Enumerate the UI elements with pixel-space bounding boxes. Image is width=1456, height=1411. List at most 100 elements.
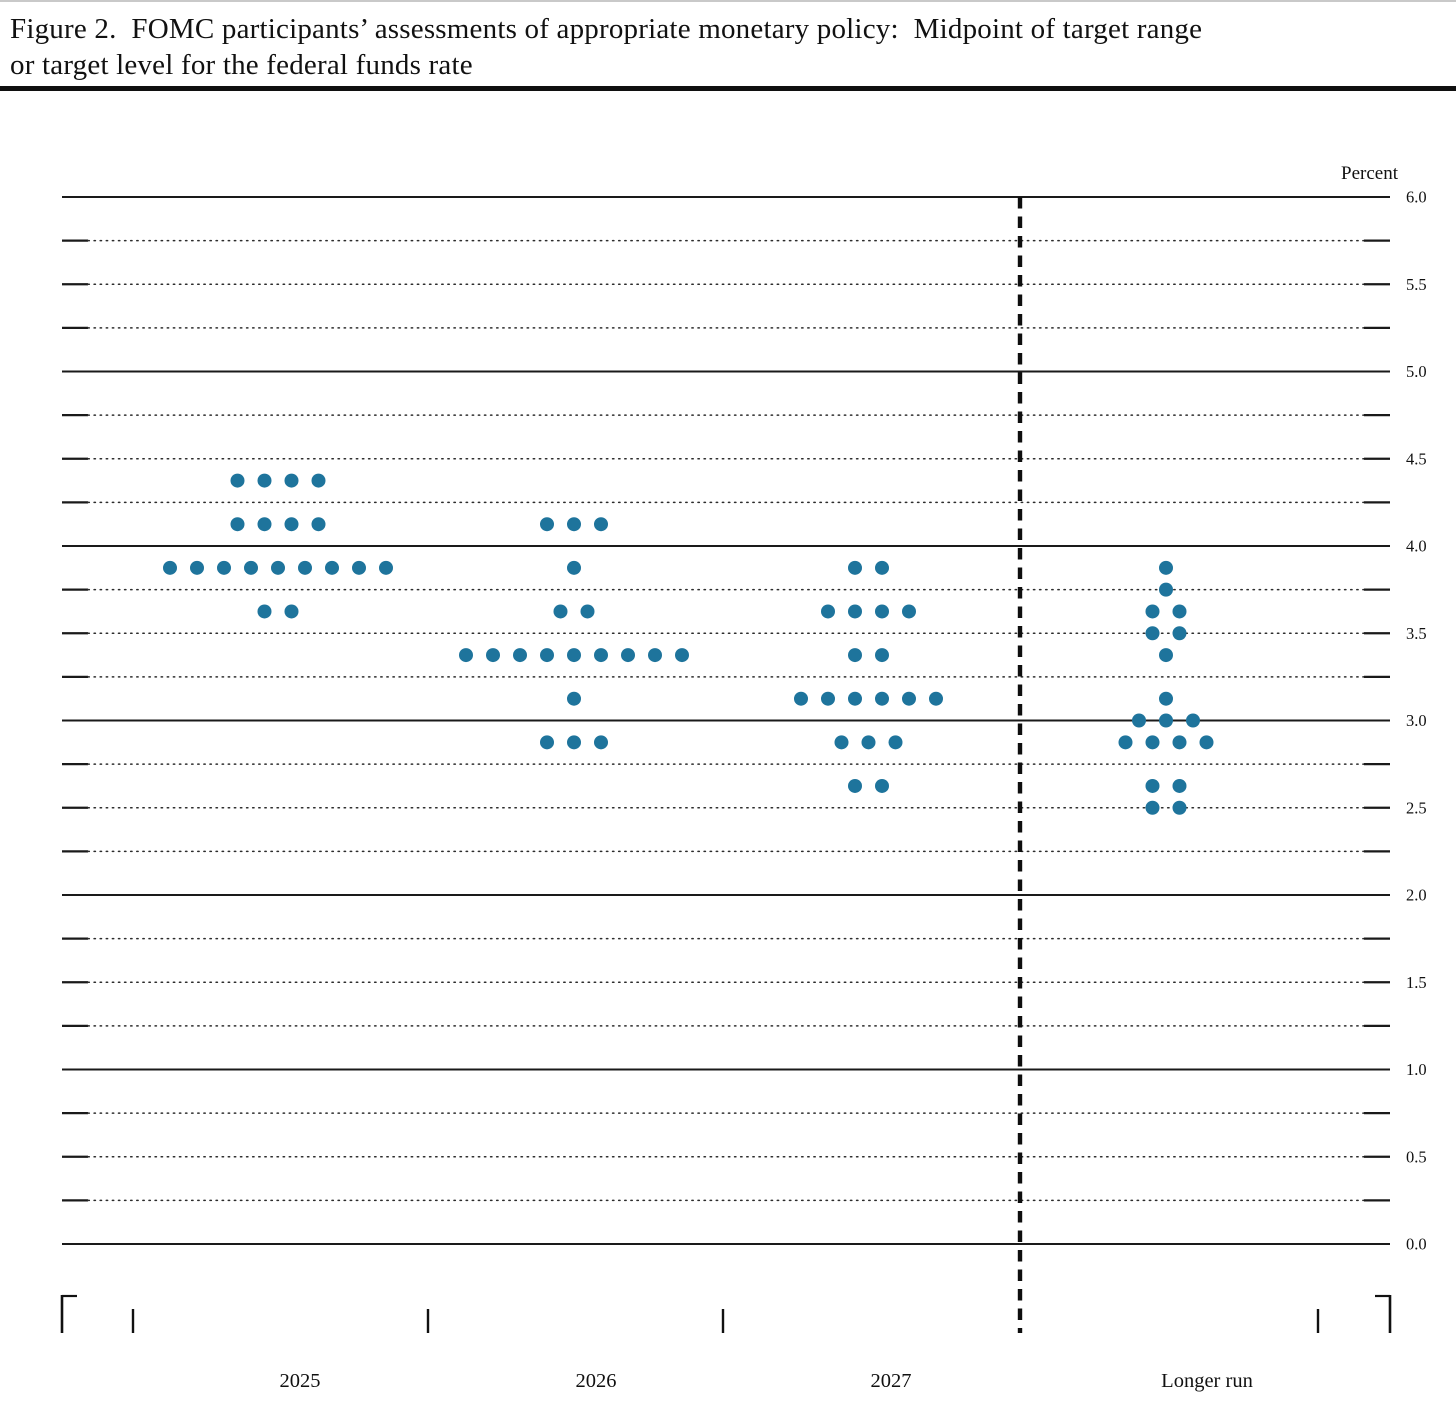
projection-dot xyxy=(163,560,177,575)
projection-dot xyxy=(284,517,299,532)
projection-dot xyxy=(929,691,943,706)
projection-dot xyxy=(271,560,285,575)
y-tick-label: 1.0 xyxy=(1406,1060,1427,1079)
projection-dot xyxy=(244,560,258,575)
projection-dot xyxy=(567,560,581,575)
projection-dot xyxy=(902,604,916,619)
projection-dot xyxy=(848,604,862,619)
projection-dot xyxy=(875,604,889,619)
projection-dot xyxy=(834,735,849,750)
projection-dot xyxy=(848,691,862,706)
projection-dot xyxy=(1145,735,1160,750)
projection-dot xyxy=(1145,800,1160,815)
projection-dot xyxy=(230,473,245,488)
figure-title-line-1: Figure 2. FOMC participants’ assessments… xyxy=(10,13,1203,45)
projection-dot xyxy=(594,735,608,750)
projection-dot xyxy=(513,648,527,663)
projection-dot xyxy=(311,517,326,532)
projection-dot xyxy=(230,517,245,532)
y-axis-title: Percent xyxy=(1341,163,1399,184)
y-tick-label: 3.0 xyxy=(1406,711,1427,730)
y-tick-label: 1.5 xyxy=(1406,973,1427,992)
projection-dot xyxy=(861,735,876,750)
projection-dot xyxy=(1159,713,1173,728)
projection-dot xyxy=(1172,800,1187,815)
y-tick-label: 0.0 xyxy=(1406,1235,1427,1254)
projection-dot xyxy=(1172,626,1187,641)
projection-dot xyxy=(567,691,581,706)
projection-dot xyxy=(190,560,204,575)
projection-dot xyxy=(648,648,662,663)
projection-dot xyxy=(298,560,312,575)
projection-dot xyxy=(540,648,554,663)
projection-dot xyxy=(217,560,231,575)
projection-dot xyxy=(1145,604,1160,619)
projection-dot xyxy=(594,648,608,663)
projection-dot xyxy=(848,648,862,663)
projection-dot xyxy=(325,560,339,575)
projection-dot xyxy=(553,604,568,619)
y-tick-label: 5.5 xyxy=(1406,275,1427,294)
projection-dot xyxy=(284,473,299,488)
projection-dot xyxy=(580,604,595,619)
projection-dot xyxy=(1159,648,1173,663)
projection-dot xyxy=(352,560,366,575)
projection-dot xyxy=(594,517,608,532)
projection-dot xyxy=(875,778,889,793)
projection-dot xyxy=(486,648,500,663)
y-tick-label: 4.0 xyxy=(1406,537,1427,556)
y-tick-label: 5.0 xyxy=(1406,362,1427,381)
projection-dot xyxy=(1159,560,1173,575)
projection-dot xyxy=(888,735,903,750)
x-axis-label: Longer run xyxy=(1161,1370,1253,1392)
projection-dot xyxy=(1132,713,1146,728)
projection-dot xyxy=(379,560,393,575)
figure-title-line-2: or target level for the federal funds ra… xyxy=(10,49,473,81)
y-tick-label: 6.0 xyxy=(1406,188,1427,207)
projection-dot xyxy=(1172,604,1187,619)
projection-dot xyxy=(1118,735,1133,750)
projection-dot xyxy=(821,604,835,619)
projection-dot xyxy=(1145,626,1160,641)
projection-dot xyxy=(567,517,581,532)
dot-plot-chart: 6.0 5.5 5.0 4.5 4.0 3.5 3.0 2.5 2.0 1.5 1.0 0.5 0.0 P… xyxy=(60,163,1427,1392)
title-rule xyxy=(0,86,1456,91)
x-axis-label: 2026 xyxy=(576,1370,617,1392)
projection-dot xyxy=(257,604,272,619)
projection-dot xyxy=(621,648,635,663)
projection-dot xyxy=(311,473,326,488)
projection-dot xyxy=(257,473,272,488)
projection-dot xyxy=(1159,691,1173,706)
projection-dot xyxy=(1186,713,1200,728)
projection-dot xyxy=(1159,582,1173,597)
y-tick-label: 2.5 xyxy=(1406,798,1427,817)
projection-dot xyxy=(875,560,889,575)
projection-dot xyxy=(902,691,916,706)
projection-dot xyxy=(675,648,689,663)
projection-dot xyxy=(257,517,272,532)
projection-dot xyxy=(794,691,808,706)
projection-dot xyxy=(875,691,889,706)
y-tick-label: 2.0 xyxy=(1406,886,1427,905)
y-tick-label: 0.5 xyxy=(1406,1147,1427,1166)
projection-dot xyxy=(1172,735,1187,750)
projection-dot xyxy=(1172,778,1187,793)
projection-dot xyxy=(567,648,581,663)
figure-title: Figure 2. FOMC participants’ assessments… xyxy=(0,2,1456,83)
projection-dot xyxy=(1199,735,1214,750)
projection-dot xyxy=(540,517,554,532)
projection-dot xyxy=(875,648,889,663)
projection-dot xyxy=(284,604,299,619)
projection-dot xyxy=(459,648,473,663)
projection-dot xyxy=(567,735,581,750)
projection-dot xyxy=(821,691,835,706)
y-tick-label: 4.5 xyxy=(1406,449,1427,468)
x-axis-label: 2027 xyxy=(871,1370,912,1392)
x-axis-label: 2025 xyxy=(280,1370,321,1392)
projection-dot xyxy=(848,560,862,575)
projection-dot xyxy=(540,735,554,750)
projection-dot xyxy=(1145,778,1160,793)
y-tick-label: 3.5 xyxy=(1406,624,1427,643)
projection-dot xyxy=(848,778,862,793)
